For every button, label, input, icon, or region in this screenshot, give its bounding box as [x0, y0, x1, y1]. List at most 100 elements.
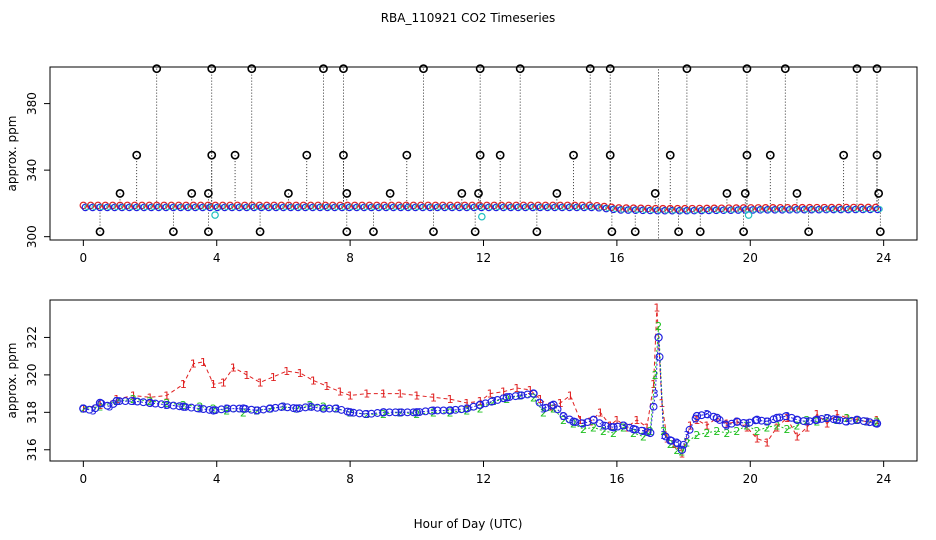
series-1-point — [563, 201, 572, 210]
series-1-point — [673, 204, 682, 213]
outlier-marker — [495, 150, 505, 160]
series-2-point: 2 — [590, 421, 597, 434]
series-3-point: 3 — [660, 429, 667, 442]
outlier-marker — [95, 227, 105, 237]
series-3-point — [739, 418, 748, 427]
series-1-point: 1 — [147, 391, 154, 404]
series-3-point — [832, 415, 842, 425]
series-2-point: 2 — [163, 397, 170, 410]
outlier-marker — [187, 189, 197, 198]
series-1-point — [519, 201, 528, 210]
series-3-point — [325, 404, 334, 413]
series-1-point: 1 — [257, 376, 264, 389]
series-3-point — [679, 440, 688, 449]
series-1-point — [578, 201, 587, 210]
series-3-point — [751, 416, 760, 425]
series-1-point: 1 — [463, 397, 470, 410]
outlier-marker — [132, 150, 142, 160]
outlier-marker — [852, 64, 862, 74]
outlier-marker — [230, 150, 240, 160]
series-1-point: 1 — [380, 388, 387, 401]
series-1-point — [864, 203, 873, 212]
series-1-point — [94, 201, 102, 210]
series-2-point: 2 — [678, 446, 685, 459]
series-1-point: 1 — [773, 421, 780, 434]
series-1-point — [79, 201, 88, 210]
series-3-point — [349, 408, 358, 417]
series-3-point — [535, 398, 544, 407]
series-1-point — [343, 201, 352, 210]
series-1-point — [490, 201, 498, 210]
x-tick-label: 12 — [476, 472, 491, 486]
series-3-point — [502, 393, 512, 402]
series-3-point — [385, 408, 394, 417]
series-3-point — [439, 406, 448, 415]
series-3-point — [655, 352, 664, 361]
series-2-point: 2 — [652, 369, 659, 382]
series-1-point — [101, 201, 110, 210]
outlier-marker — [874, 189, 884, 198]
series-1-point — [292, 201, 300, 210]
series-1-point: 1 — [323, 380, 330, 393]
series-1-point — [182, 201, 190, 210]
series-1-point — [189, 201, 198, 210]
series-3-point — [823, 414, 832, 423]
series-1-point — [849, 203, 858, 212]
series-3-point — [169, 401, 178, 410]
series-1-point: 1 — [643, 421, 650, 434]
series-3-point — [685, 425, 694, 434]
series-1-point — [607, 203, 616, 212]
series-1-point — [688, 204, 697, 213]
series-3-point — [793, 415, 802, 424]
series-1-point: 1 — [487, 388, 494, 401]
series-3-point — [205, 405, 214, 414]
series-3-point — [853, 415, 862, 424]
series-3-point: 3 — [580, 418, 587, 431]
series-1-point: 1 — [97, 399, 104, 412]
series-2-point: 2 — [363, 408, 370, 421]
series-3-point — [511, 392, 520, 401]
series-1-point: 1 — [163, 389, 170, 402]
series-1-point — [468, 201, 476, 210]
series-1-point: 1 — [283, 365, 290, 378]
series-3-point — [715, 415, 724, 424]
series-3-point — [613, 422, 622, 431]
series-3-point — [677, 445, 687, 454]
series-3-point — [313, 403, 322, 412]
series-3-point — [415, 408, 424, 416]
series-1-point — [299, 201, 308, 210]
series-3-point — [187, 403, 196, 412]
series-2-line — [83, 326, 877, 453]
outlier-marker — [369, 227, 378, 237]
series-1-point — [233, 201, 242, 210]
series-3-point — [601, 421, 610, 430]
series-3-point — [193, 404, 202, 413]
series-2-point: 2 — [620, 421, 627, 434]
outlier-marker — [605, 150, 615, 160]
series-1-point — [138, 201, 146, 210]
series-1-point: 1 — [703, 419, 710, 432]
series-3-point — [547, 401, 556, 410]
outlier-marker — [342, 227, 352, 237]
series-3-point: 3 — [307, 401, 314, 414]
series-1-point — [196, 201, 205, 210]
series-3-point: 3 — [673, 436, 680, 449]
series-1-point — [336, 201, 344, 210]
series-1-point — [270, 201, 278, 210]
series-2-point: 2 — [223, 404, 230, 417]
series-3-point — [319, 404, 328, 413]
series-3-point: 3 — [517, 389, 524, 402]
series-1-point — [827, 203, 836, 212]
series-1-point — [747, 204, 755, 212]
series-1-point — [417, 201, 425, 210]
x-tick-label: 24 — [876, 251, 891, 265]
x-tick-label: 0 — [80, 251, 88, 265]
series-1-point: 1 — [337, 386, 344, 399]
series-1-point — [739, 204, 748, 212]
outlier-marker — [872, 64, 882, 74]
series-3-point — [292, 404, 301, 413]
series-2-point: 2 — [813, 416, 820, 429]
series-1-point: 1 — [447, 393, 454, 406]
outlier-marker — [739, 227, 748, 237]
